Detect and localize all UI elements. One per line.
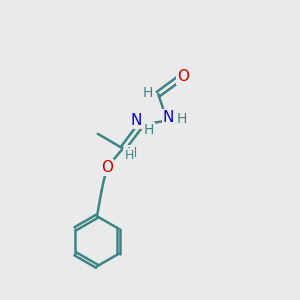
Text: H: H	[144, 123, 154, 137]
Text: O: O	[177, 69, 189, 84]
Text: H: H	[177, 112, 187, 126]
Text: H: H	[127, 146, 137, 160]
Text: N: N	[163, 110, 174, 125]
Text: H: H	[124, 149, 134, 162]
Text: N: N	[130, 113, 142, 128]
Text: O: O	[101, 160, 113, 175]
Text: H: H	[142, 85, 153, 100]
